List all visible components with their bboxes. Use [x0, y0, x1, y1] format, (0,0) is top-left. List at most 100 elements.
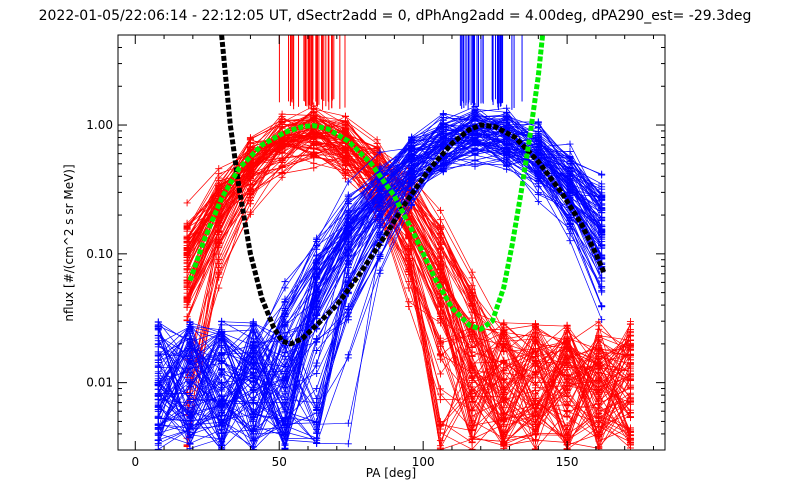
blue-point [186, 368, 194, 376]
red-point [468, 352, 476, 360]
red-point [183, 262, 191, 270]
blue-point [218, 352, 226, 360]
blue-point [281, 305, 289, 313]
red-point [563, 398, 571, 406]
x-tick-label: 0 [131, 455, 139, 469]
blue-point [566, 160, 574, 168]
blue-point [154, 403, 162, 411]
blue-point [218, 395, 226, 403]
blue-point [249, 436, 257, 444]
x-axis-label: PA [deg] [366, 466, 416, 480]
red-point [183, 199, 191, 207]
blue-point [154, 391, 162, 399]
red-point [595, 377, 603, 385]
red-point [626, 360, 634, 368]
red-point [531, 357, 539, 365]
blue-point [503, 124, 511, 132]
red-point [183, 245, 191, 253]
blue-point [566, 213, 574, 221]
red-point [531, 345, 539, 353]
blue-point [281, 355, 289, 363]
blue-point [598, 204, 606, 212]
blue-point [566, 191, 574, 199]
blue-point [154, 318, 162, 326]
y-tick-label: 0.01 [86, 376, 113, 390]
blue-point [313, 252, 321, 260]
blue-point [534, 149, 542, 157]
blue-point [218, 367, 226, 375]
x-tick-label: 100 [412, 455, 435, 469]
blue-point [281, 363, 289, 371]
red-point [500, 386, 508, 394]
red-point [531, 412, 539, 420]
red-point [278, 123, 286, 131]
red-point [468, 426, 476, 434]
red-point [310, 152, 318, 160]
blue-point [471, 113, 479, 121]
blue-point [376, 148, 384, 156]
red-point [436, 299, 444, 307]
blue-point [218, 384, 226, 392]
red-point [436, 216, 444, 224]
red-point [595, 400, 603, 408]
blue-point [439, 158, 447, 166]
blue-point [503, 156, 511, 164]
blue-point [344, 273, 352, 281]
red-point [595, 353, 603, 361]
blue-point [408, 146, 416, 154]
blue-point [154, 421, 162, 429]
blue-point [313, 369, 321, 377]
red-point [531, 334, 539, 342]
blue-point [598, 303, 606, 311]
blue-point [376, 210, 384, 218]
blue-point [218, 411, 226, 419]
blue-point [598, 195, 606, 203]
red-point [246, 168, 254, 176]
blue-point [313, 311, 321, 319]
blue-point [344, 440, 352, 448]
red-point [436, 444, 444, 450]
blue-point [376, 224, 384, 232]
red-point [531, 322, 539, 330]
blue-point [154, 331, 162, 339]
blue-point [471, 156, 479, 164]
blue-point [598, 316, 606, 324]
red-point [278, 162, 286, 170]
red-point [468, 300, 476, 308]
blue-point [281, 393, 289, 401]
red-point [531, 404, 539, 412]
red-point [341, 149, 349, 157]
blue-point [249, 428, 257, 436]
blue-point [154, 412, 162, 420]
blue-point [598, 171, 606, 179]
red-point [436, 352, 444, 360]
red-point [500, 376, 508, 384]
blue-point [313, 245, 321, 253]
blue-point [154, 436, 162, 444]
blue-point [503, 140, 511, 148]
blue-point [344, 246, 352, 254]
blue-point [376, 230, 384, 238]
red-point [500, 398, 508, 406]
blue-point [344, 178, 352, 186]
plot-frame [117, 34, 666, 451]
red-point [373, 143, 381, 151]
red-point [626, 413, 634, 421]
red-point [310, 141, 318, 149]
blue-point [281, 377, 289, 384]
red-point [595, 433, 603, 441]
blue-point [249, 411, 257, 419]
blue-point [186, 376, 194, 384]
blue-point [186, 396, 194, 404]
blue-point [313, 428, 321, 436]
red-point [468, 372, 476, 380]
red-point [531, 369, 539, 377]
blue-point [598, 283, 606, 291]
blue-point [503, 149, 511, 157]
blue-point [154, 348, 162, 356]
red-point [215, 185, 223, 193]
blue-point [344, 197, 352, 205]
blue-point [534, 167, 542, 175]
blue-point [154, 358, 162, 366]
red-point [468, 290, 476, 298]
